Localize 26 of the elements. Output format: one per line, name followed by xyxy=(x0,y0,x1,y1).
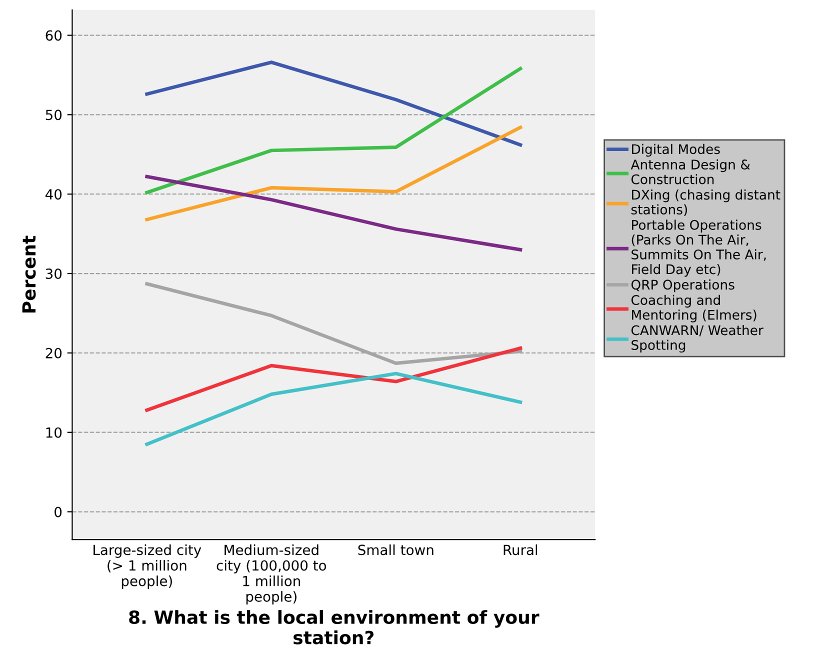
y-tick-label: 20 xyxy=(46,348,62,358)
line-series xyxy=(145,346,522,412)
legend-label: CANWARN/ Weather Spotting xyxy=(631,325,764,353)
y-tick-label: 50 xyxy=(46,110,62,120)
y-tick-label: 30 xyxy=(46,268,62,279)
y-tick-label: 0 xyxy=(54,506,62,518)
y-tick-label: 60 xyxy=(46,30,62,41)
legend-label: Coaching and Mentoring (Elmers) xyxy=(631,294,756,322)
line-series xyxy=(145,66,522,194)
legend-label: Antenna Design & Construction xyxy=(630,159,750,184)
x-tick-label: Medium-sized city (100,000 to 1 million people) xyxy=(216,544,326,605)
line-series xyxy=(145,174,522,252)
x-tick-label: Large-sized city (> 1 million people) xyxy=(94,544,202,589)
x-axis-title: 8. What is the local environment of your station? xyxy=(129,610,540,644)
x-tick-label: Small town xyxy=(358,544,434,556)
line-series xyxy=(145,126,522,222)
line-series xyxy=(145,60,522,147)
line-series xyxy=(145,372,522,446)
legend-label: Portable Operations (Parks On The Air, Summits On The Air, Field Day etc) xyxy=(632,220,766,277)
legend-label: QRP Operations xyxy=(631,279,734,292)
legend-label: DXing (chasing distant stations) xyxy=(631,190,780,216)
y-tick-label: 10 xyxy=(46,427,62,438)
x-tick-label: Rural xyxy=(504,544,538,556)
y-tick-label: 40 xyxy=(45,189,62,200)
y-axis-title: Percent xyxy=(22,236,36,312)
legend-label: Digital Modes xyxy=(632,144,720,157)
